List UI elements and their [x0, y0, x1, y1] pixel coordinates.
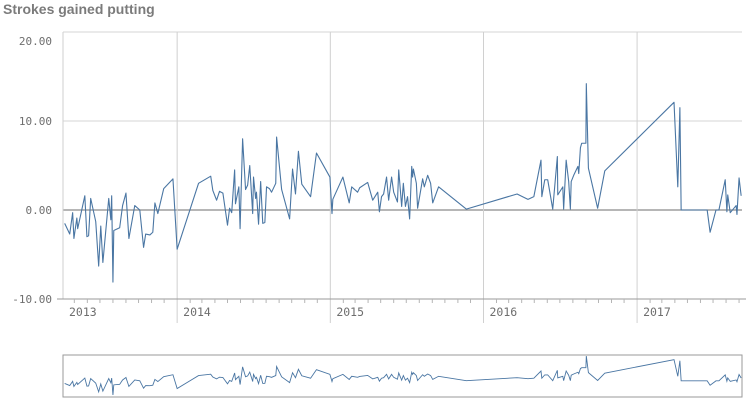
minimap-scrollbar[interactable] [62, 354, 743, 398]
x-axis: 2013 2014 2015 2016 2017 [57, 298, 746, 319]
x-tick-label: 2017 [643, 305, 671, 319]
chart-title: Strokes gained putting [3, 1, 155, 17]
grid [62, 31, 742, 323]
series-line [64, 83, 742, 283]
y-tick-label: 0.00 [26, 204, 53, 217]
x-tick-label: 2014 [183, 305, 211, 319]
minimap-series-line [64, 355, 742, 396]
y-tick-label: 20.00 [19, 35, 52, 48]
series [64, 83, 742, 283]
y-tick-label: 10.00 [19, 115, 52, 128]
x-tick-label: 2016 [489, 305, 517, 319]
y-axis-labels: 20.00 10.00 0.00 -10.00 [12, 35, 52, 306]
x-tick-label: 2013 [69, 305, 97, 319]
x-tick-label: 2015 [336, 305, 364, 319]
minimap-frame[interactable] [62, 354, 743, 398]
y-tick-label: -10.00 [12, 293, 52, 306]
